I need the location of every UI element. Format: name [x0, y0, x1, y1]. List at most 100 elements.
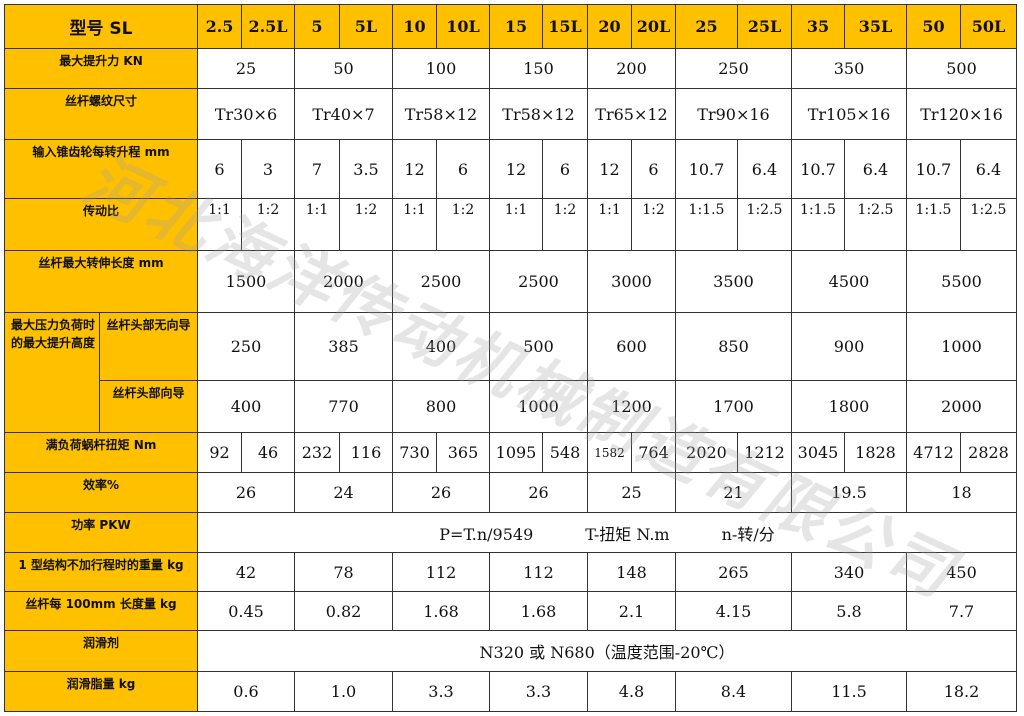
value-cell: Tr120×16 [906, 88, 1017, 140]
model-header-cell: 5L [339, 4, 393, 49]
value-cell: 26 [197, 472, 295, 513]
value-cell: 3000 [587, 250, 676, 313]
value-cell: 1.68 [489, 591, 588, 631]
value-cell: 3.3 [489, 671, 588, 712]
value-cell: 112 [489, 552, 588, 592]
value-cell: 1828 [844, 432, 907, 473]
model-header-cell: 25L [737, 4, 792, 49]
value-cell: 150 [489, 48, 588, 89]
formula-part: T-扭矩 N.m [585, 524, 670, 544]
table-row: 传动比 1:1 1:2 1:1 1:2 1:1 1:2 1:1 1:2 1:1 1:2 1:1.5 1:… [4, 198, 1017, 251]
value-cell: 116 [339, 432, 393, 473]
value-cell: 1:2 [542, 198, 588, 251]
table-row: 功率 PKW P=T.n/9549 T-扭矩 N.m n-转/分 [4, 512, 1017, 553]
value-cell: 25 [197, 48, 295, 89]
value-cell: 2.1 [587, 591, 676, 631]
value-cell: 764 [631, 432, 676, 473]
value-cell: 600 [587, 312, 676, 381]
value-cell: 1.0 [294, 671, 393, 712]
table-row: 丝杆头部向导 400 770 800 1000 1200 1700 1800 2000 [5, 380, 1017, 433]
value-cell: 148 [587, 552, 676, 592]
value-cell: 5500 [906, 250, 1017, 313]
value-cell: Tr58×12 [392, 88, 490, 140]
table-row: 输入锥齿轮每转升程 mm 6 3 7 3.5 12 6 12 6 12 6 10.7 6.4 10.7 6.… [4, 139, 1017, 199]
value-cell: 26 [392, 472, 490, 513]
table-row: 最大提升力 KN 25 50 100 150 200 250 350 500 [4, 48, 1017, 89]
value-cell: 1:1.5 [906, 198, 961, 251]
value-cell: 1:1.5 [675, 198, 738, 251]
value-cell: 10.7 [906, 139, 961, 199]
value-cell: 850 [675, 312, 792, 381]
formula-part: N320 或 N680（温度范围-20℃） [479, 643, 735, 662]
table-row: 效率% 26 24 26 26 25 21 19.5 18 [4, 472, 1017, 513]
value-cell: 42 [197, 552, 295, 592]
row-label: 润滑脂量 kg [4, 671, 198, 712]
value-cell: 265 [675, 552, 792, 592]
row-label: 丝杆螺纹尺寸 [4, 88, 198, 140]
value-cell: 12 [392, 139, 437, 199]
value-cell: 3.3 [392, 671, 490, 712]
model-header-cell: 2.5 [197, 4, 242, 49]
value-cell: 1:2 [436, 198, 490, 251]
value-cell: 2500 [392, 250, 490, 313]
value-cell: 1200 [587, 380, 676, 433]
model-header-cell: 35 [791, 4, 845, 49]
value-cell: 400 [392, 312, 490, 381]
value-cell: 770 [294, 380, 393, 433]
value-cell: 6.4 [960, 139, 1017, 199]
value-cell: 100 [392, 48, 490, 89]
value-cell: 1700 [675, 380, 792, 433]
value-cell: 0.82 [294, 591, 393, 631]
table-row: 丝杆最大转伸长度 mm 1500 2000 2500 2500 3000 3500 4500 5… [4, 250, 1017, 313]
value-cell: 11.5 [791, 671, 907, 712]
value-cell: Tr90×16 [675, 88, 792, 140]
value-cell: 1:1 [294, 198, 340, 251]
value-cell: 1:2 [241, 198, 295, 251]
value-cell: 385 [294, 312, 393, 381]
value-cell: 500 [906, 48, 1017, 89]
table-row: 满负荷蜗杆扭矩 Nm 92 46 232 116 730 365 1095 548 1582 764… [4, 432, 1017, 473]
value-cell: 6 [542, 139, 588, 199]
value-cell: 2000 [294, 250, 393, 313]
value-cell-full: P=T.n/9549 T-扭矩 N.m n-转/分 [197, 512, 1017, 553]
row-label: 丝杆每 100mm 长度量 kg [4, 591, 198, 631]
model-header-cell: 10L [436, 4, 490, 49]
table-row: 丝杆螺纹尺寸 Tr30×6 Tr40×7 Tr58×12 Tr58×12 Tr65×12 T… [4, 88, 1017, 140]
value-cell: 1:1 [489, 198, 543, 251]
value-cell: Tr40×7 [294, 88, 393, 140]
model-header-cell: 35L [844, 4, 907, 49]
model-header-cell: 15L [542, 4, 588, 49]
value-cell: 50 [294, 48, 393, 89]
value-cell: 250 [675, 48, 792, 89]
model-header-cell: 50L [960, 4, 1017, 49]
value-cell: 400 [197, 380, 295, 433]
value-cell: 10.7 [675, 139, 738, 199]
model-header-label: 型号 SL [4, 4, 198, 49]
value-cell: 12 [489, 139, 543, 199]
value-cell: 8.4 [675, 671, 792, 712]
value-cell: 10.7 [791, 139, 845, 199]
row-label: 丝杆最大转伸长度 mm [4, 250, 198, 313]
value-cell: 548 [542, 432, 588, 473]
row-label: 1 型结构不加行程时的重量 kg [4, 552, 198, 592]
spec-table: 型号 SL 2.5 2.5L 5 5L 10 10L 15 15L 20 20L 25 25L 35 35L… [4, 4, 1017, 712]
value-cell: 24 [294, 472, 393, 513]
row-label: 功率 PKW [4, 512, 198, 553]
model-header-cell: 15 [489, 4, 543, 49]
value-cell: Tr105×16 [791, 88, 907, 140]
value-cell: Tr58×12 [489, 88, 588, 140]
model-header-cell: 10 [392, 4, 437, 49]
row-label: 满负荷蜗杆扭矩 Nm [4, 432, 198, 473]
model-header-cell: 2.5L [241, 4, 295, 49]
value-cell: 730 [392, 432, 437, 473]
value-cell: 4712 [906, 432, 961, 473]
value-cell: 21 [675, 472, 792, 513]
value-cell: 2828 [960, 432, 1017, 473]
value-cell: 250 [197, 312, 295, 381]
table-row: 润滑剂 N320 或 N680（温度范围-20℃） [4, 630, 1017, 672]
value-cell: 340 [791, 552, 907, 592]
row-label: 输入锥齿轮每转升程 mm [4, 139, 198, 199]
value-cell: Tr30×6 [197, 88, 295, 140]
value-cell: 200 [587, 48, 676, 89]
value-cell: 1095 [489, 432, 543, 473]
